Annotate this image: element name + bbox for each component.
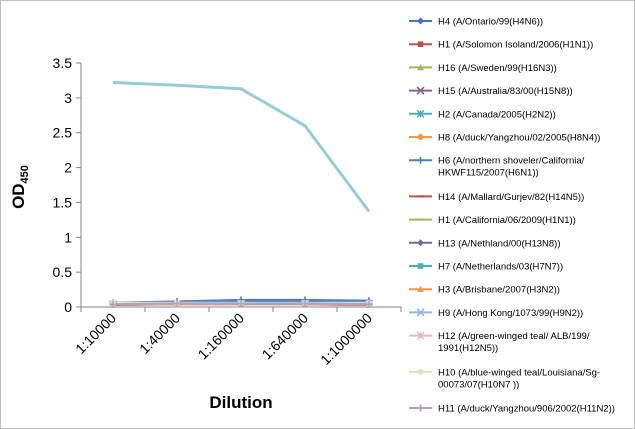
x-tick-label: 1:640000 bbox=[259, 310, 312, 363]
legend-label: H12 (A/green-winged teal/ ALB/199/ bbox=[438, 331, 590, 342]
legend-label: H3 (A/Brisbane/2007(H3N2)) bbox=[438, 285, 560, 296]
legend-label: 1991(H12N5)) bbox=[438, 343, 498, 354]
data-point-marker bbox=[416, 109, 425, 118]
y-tick-label: 1 bbox=[64, 229, 72, 245]
data-point-marker bbox=[417, 156, 424, 164]
data-point-marker bbox=[417, 368, 424, 375]
legend-label: H9 (A/Hong Kong/1073/99(H9N2)) bbox=[438, 308, 583, 319]
legend-label: H1 (A/Solomon Isoland/2006(H1N1)) bbox=[438, 40, 593, 51]
x-tick-labels: 1:10000 1:40000 1:160000 1:640000 1:1000000 bbox=[72, 307, 402, 368]
y-axis-title-subscript: 450 bbox=[19, 165, 31, 183]
series-line bbox=[112, 81, 371, 213]
legend-label: H8 (A/duck/Yangzhou/02/2005(H8N4)) bbox=[438, 133, 600, 144]
data-point-marker bbox=[416, 308, 425, 317]
legend-label: 00073/07(H10N7 )) bbox=[438, 379, 519, 390]
y-tick-label: 2.5 bbox=[53, 125, 73, 141]
y-axis-title-main: OD bbox=[9, 183, 28, 209]
data-point-marker bbox=[301, 300, 309, 308]
y-tick-label: 3.5 bbox=[53, 55, 73, 71]
legend-label: H17 (A/little yellow-shoulderedbat/ bbox=[438, 427, 594, 428]
data-point-marker bbox=[417, 404, 424, 412]
legend-label: H14 (A/Mallard/Gurjev/82(H14N5)) bbox=[438, 192, 584, 203]
legend-label: H13 (A/Nethland/00(H13N8)) bbox=[438, 238, 561, 249]
legend-label: H7 (A/Netherlands/03(H7N7)) bbox=[438, 262, 563, 273]
data-point-marker bbox=[365, 300, 373, 308]
y-tick-label: 0 bbox=[64, 299, 72, 315]
y-tick-label: 1.5 bbox=[53, 194, 73, 210]
data-point-marker bbox=[417, 17, 424, 25]
legend-label: H4 (A/Ontario/99(H4N6)) bbox=[438, 17, 543, 28]
data-point-marker bbox=[417, 41, 424, 47]
axes bbox=[80, 63, 401, 308]
data-point-marker bbox=[417, 63, 424, 71]
y-tick-label: 3 bbox=[64, 90, 72, 106]
data-point-marker bbox=[417, 239, 424, 247]
x-axis-title: Dilution bbox=[209, 393, 272, 412]
data-point-marker bbox=[416, 331, 425, 340]
data-point-marker bbox=[417, 134, 424, 140]
legend-label: H1 (A/California/06/2009(H1N1)) bbox=[438, 215, 576, 226]
data-point-marker bbox=[173, 300, 181, 308]
data-point-marker bbox=[109, 300, 117, 308]
y-tick-label: 2 bbox=[64, 160, 72, 176]
legend-label: H16 (A/Sweden/99(H16N3)) bbox=[438, 63, 557, 74]
y-axis-title: OD450 bbox=[9, 165, 31, 209]
data-point-marker bbox=[417, 263, 424, 269]
x-tick-label: 1:10000 bbox=[72, 310, 119, 357]
legend: H4 (A/Ontario/99(H4N6)) H1 (A/Solomon Iso… bbox=[409, 17, 615, 428]
legend-label: H6 (A/northern shoveler/California/ bbox=[438, 156, 585, 167]
x-tick-label: 1:1000000 bbox=[317, 310, 375, 368]
legend-label: H2 (A/Canada/2005(H2N2)) bbox=[438, 109, 556, 120]
series-lines bbox=[112, 81, 371, 307]
data-point-marker bbox=[237, 300, 245, 308]
legend-label: H10 (A/blue-winged teal/Louisiana/Sg- bbox=[438, 367, 600, 378]
x-tick-label: 1:160000 bbox=[195, 310, 248, 363]
legend-label: HKWF115/2007(H6N1)) bbox=[438, 168, 539, 179]
series-markers bbox=[108, 296, 374, 309]
data-point-marker bbox=[416, 86, 425, 95]
y-tick-label: 0.5 bbox=[53, 264, 73, 280]
legend-label: H11 (A/duck/Yangzhou/906/2002(H11N2)) bbox=[438, 404, 615, 415]
data-point-marker bbox=[417, 285, 424, 292]
x-tick-label: 1:40000 bbox=[136, 310, 183, 357]
y-tick-labels: 0 0.5 1 1.5 2 2.5 3 3.5 bbox=[53, 55, 81, 315]
legend-label: H15 (A/Australia/83/00(H15N8)) bbox=[438, 86, 573, 97]
